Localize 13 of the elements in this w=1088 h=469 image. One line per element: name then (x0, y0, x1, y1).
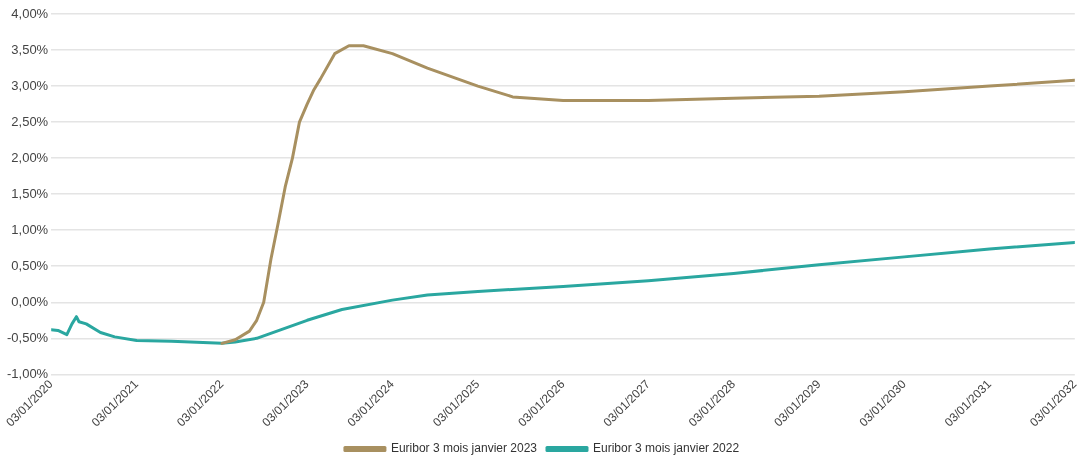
legend-label: Euribor 3 mois janvier 2023 (390, 441, 538, 456)
y-tick-label: 2,50% (11, 113, 49, 129)
y-tick-label: 3,50% (11, 41, 49, 57)
y-tick-label: -1,00% (6, 365, 49, 381)
y-tick-label: 4,00% (11, 5, 49, 21)
y-tick-label: 1,00% (11, 221, 49, 237)
legend-label: Euribor 3 mois janvier 2022 (593, 441, 740, 456)
y-tick-label: 3,00% (11, 77, 49, 93)
y-tick-label: 0,00% (11, 293, 49, 309)
y-tick-label: 2,00% (11, 149, 49, 165)
y-tick-label: 0,50% (11, 257, 49, 273)
y-tick-label: 1,50% (11, 185, 49, 201)
y-tick-label: -0,50% (6, 329, 49, 345)
